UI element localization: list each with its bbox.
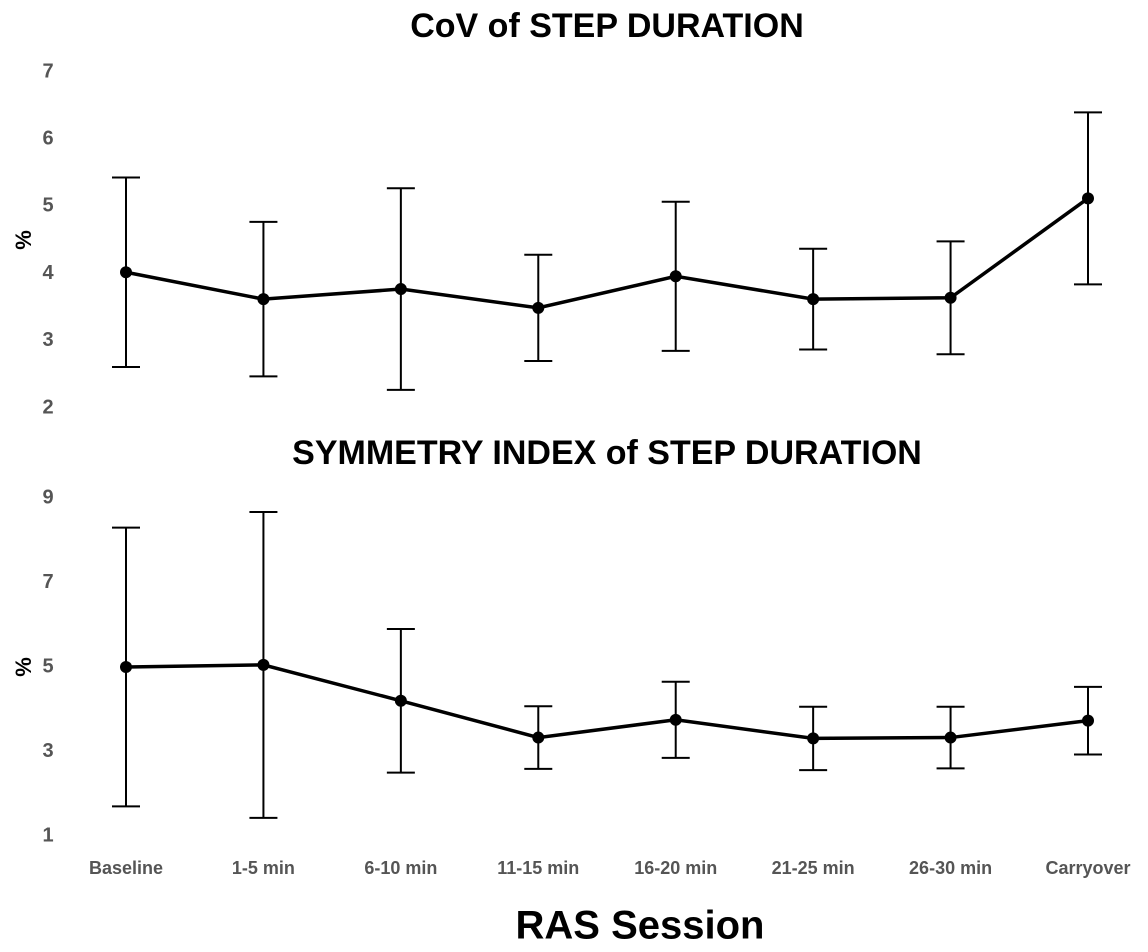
data-point: [807, 293, 820, 306]
data-line: [125, 663, 1089, 741]
x-tick-label: 6-10 min: [364, 858, 437, 878]
y-tick-label: 3: [42, 740, 53, 762]
data-point: [669, 713, 682, 726]
data-point: [669, 270, 682, 283]
y-tick-label: 1: [42, 824, 53, 846]
y-tick-label: 6: [42, 127, 53, 149]
data-point: [394, 694, 407, 707]
data-point: [120, 266, 132, 279]
data-point: [394, 283, 407, 296]
x-tick-label: 21-25 min: [772, 858, 855, 878]
x-tick-label: Baseline: [89, 858, 163, 878]
x-tick-label: 26-30 min: [909, 858, 992, 878]
y-tick-label: 5: [42, 655, 53, 677]
data-point: [807, 732, 820, 745]
chart-title: CoV of STEP DURATION: [410, 7, 804, 45]
data-point: [120, 661, 132, 673]
x-tick-label: 1-5 min: [232, 858, 295, 878]
data-point: [257, 658, 270, 671]
data-point: [944, 731, 957, 744]
y-tick-label: 2: [42, 396, 53, 418]
x-axis-label: RAS Session: [516, 904, 765, 948]
data-point: [532, 301, 545, 314]
y-tick-label: 3: [42, 329, 53, 351]
y-tick-label: 9: [42, 486, 53, 508]
y-tick-label: 7: [42, 571, 53, 593]
y-axis-label: %: [11, 657, 36, 677]
data-point: [1082, 714, 1094, 727]
data-point: [257, 293, 270, 306]
data-point: [532, 731, 545, 744]
x-tick-label: 16-20 min: [634, 858, 717, 878]
y-axis-label: %: [11, 230, 36, 250]
data-point: [1082, 192, 1094, 205]
y-tick-label: 5: [42, 195, 53, 217]
y-tick-label: 4: [42, 262, 54, 284]
x-tick-label: 11-15 min: [497, 858, 579, 878]
data-point: [944, 291, 957, 304]
y-tick-label: 7: [42, 60, 53, 82]
data-line: [125, 196, 1090, 310]
chart-title: SYMMETRY INDEX of STEP DURATION: [292, 434, 922, 472]
x-tick-label: Carryover: [1045, 858, 1130, 878]
